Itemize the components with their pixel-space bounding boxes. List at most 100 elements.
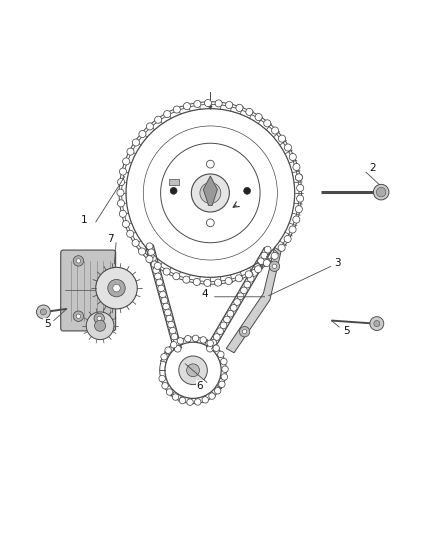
Circle shape: [194, 399, 201, 405]
Text: 3: 3: [335, 258, 341, 268]
Circle shape: [36, 305, 50, 319]
Circle shape: [245, 271, 252, 278]
Circle shape: [187, 399, 193, 406]
Circle shape: [206, 219, 214, 227]
Circle shape: [205, 100, 212, 107]
Circle shape: [179, 397, 186, 403]
Circle shape: [227, 310, 234, 317]
Circle shape: [254, 264, 261, 270]
Circle shape: [40, 309, 46, 315]
Text: 6: 6: [197, 381, 203, 391]
Circle shape: [370, 317, 384, 330]
Circle shape: [193, 278, 200, 286]
Circle shape: [113, 285, 120, 292]
Circle shape: [210, 340, 217, 346]
Circle shape: [289, 226, 296, 233]
Circle shape: [278, 244, 285, 252]
Circle shape: [213, 345, 219, 351]
Circle shape: [230, 304, 237, 311]
Circle shape: [295, 206, 302, 213]
Circle shape: [207, 345, 213, 352]
Circle shape: [208, 105, 212, 108]
Circle shape: [264, 246, 271, 253]
Circle shape: [108, 279, 125, 297]
Circle shape: [159, 375, 166, 382]
Circle shape: [96, 268, 137, 309]
Text: 7: 7: [108, 234, 114, 244]
Circle shape: [295, 174, 303, 181]
Circle shape: [183, 276, 190, 283]
Circle shape: [177, 337, 184, 344]
Circle shape: [94, 313, 104, 324]
Circle shape: [170, 188, 177, 195]
Circle shape: [258, 258, 264, 265]
Circle shape: [170, 342, 177, 348]
Circle shape: [146, 243, 153, 249]
Circle shape: [218, 351, 224, 358]
Circle shape: [279, 135, 286, 142]
Circle shape: [76, 259, 81, 263]
Circle shape: [242, 329, 247, 334]
Circle shape: [127, 230, 134, 237]
Circle shape: [154, 262, 161, 270]
Circle shape: [174, 345, 181, 352]
Circle shape: [244, 281, 251, 288]
Circle shape: [122, 221, 130, 228]
Circle shape: [237, 293, 244, 300]
Circle shape: [191, 174, 230, 212]
Circle shape: [117, 179, 125, 185]
Circle shape: [284, 144, 292, 151]
Circle shape: [213, 334, 220, 341]
Circle shape: [220, 322, 227, 329]
Circle shape: [204, 279, 211, 286]
Circle shape: [200, 337, 206, 343]
Circle shape: [170, 327, 176, 334]
Circle shape: [209, 393, 215, 399]
Circle shape: [149, 255, 156, 262]
Circle shape: [194, 100, 201, 108]
Circle shape: [119, 211, 127, 217]
Circle shape: [146, 256, 153, 263]
Circle shape: [293, 164, 300, 171]
Circle shape: [217, 328, 223, 335]
Circle shape: [159, 291, 166, 298]
Circle shape: [161, 353, 167, 360]
Circle shape: [158, 285, 165, 292]
Circle shape: [164, 110, 171, 118]
Circle shape: [120, 168, 127, 175]
Text: 4: 4: [202, 289, 208, 298]
Circle shape: [173, 106, 180, 113]
Circle shape: [247, 276, 254, 282]
Circle shape: [117, 189, 124, 196]
Circle shape: [261, 252, 268, 259]
Circle shape: [255, 114, 262, 120]
Circle shape: [86, 312, 114, 340]
Circle shape: [148, 249, 155, 256]
Circle shape: [73, 311, 84, 321]
Circle shape: [264, 120, 271, 127]
Circle shape: [138, 248, 145, 255]
Circle shape: [272, 264, 277, 269]
Polygon shape: [226, 247, 281, 353]
Circle shape: [234, 298, 240, 305]
Circle shape: [295, 174, 303, 181]
Circle shape: [184, 335, 191, 342]
Circle shape: [206, 160, 214, 168]
FancyBboxPatch shape: [61, 250, 116, 331]
Circle shape: [246, 108, 253, 116]
Circle shape: [215, 279, 222, 286]
Circle shape: [207, 340, 213, 346]
Circle shape: [244, 188, 251, 195]
Circle shape: [179, 356, 207, 384]
Circle shape: [171, 333, 178, 340]
Circle shape: [163, 303, 170, 310]
Circle shape: [155, 273, 161, 280]
Circle shape: [132, 139, 139, 146]
Circle shape: [192, 335, 199, 342]
Circle shape: [168, 321, 174, 328]
Circle shape: [153, 267, 159, 274]
Circle shape: [146, 123, 153, 130]
Circle shape: [166, 315, 173, 322]
Circle shape: [235, 274, 242, 282]
FancyBboxPatch shape: [170, 179, 179, 185]
